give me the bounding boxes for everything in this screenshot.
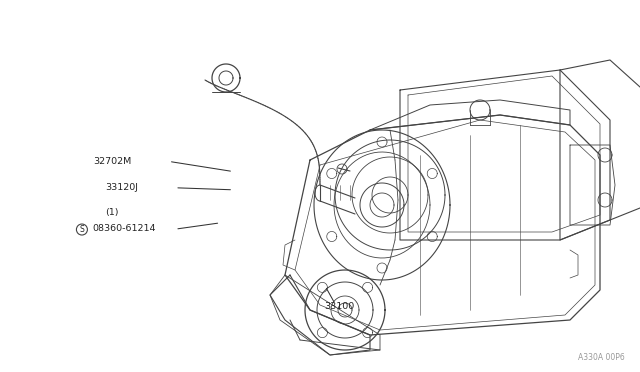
Text: 33100: 33100	[324, 302, 354, 311]
Text: S: S	[79, 225, 84, 234]
Text: A330A 00P6: A330A 00P6	[579, 353, 625, 362]
Text: (1): (1)	[106, 208, 119, 217]
Text: 33120J: 33120J	[106, 183, 139, 192]
Text: 32702M: 32702M	[93, 157, 131, 166]
Text: 08360-61214: 08360-61214	[93, 224, 156, 233]
